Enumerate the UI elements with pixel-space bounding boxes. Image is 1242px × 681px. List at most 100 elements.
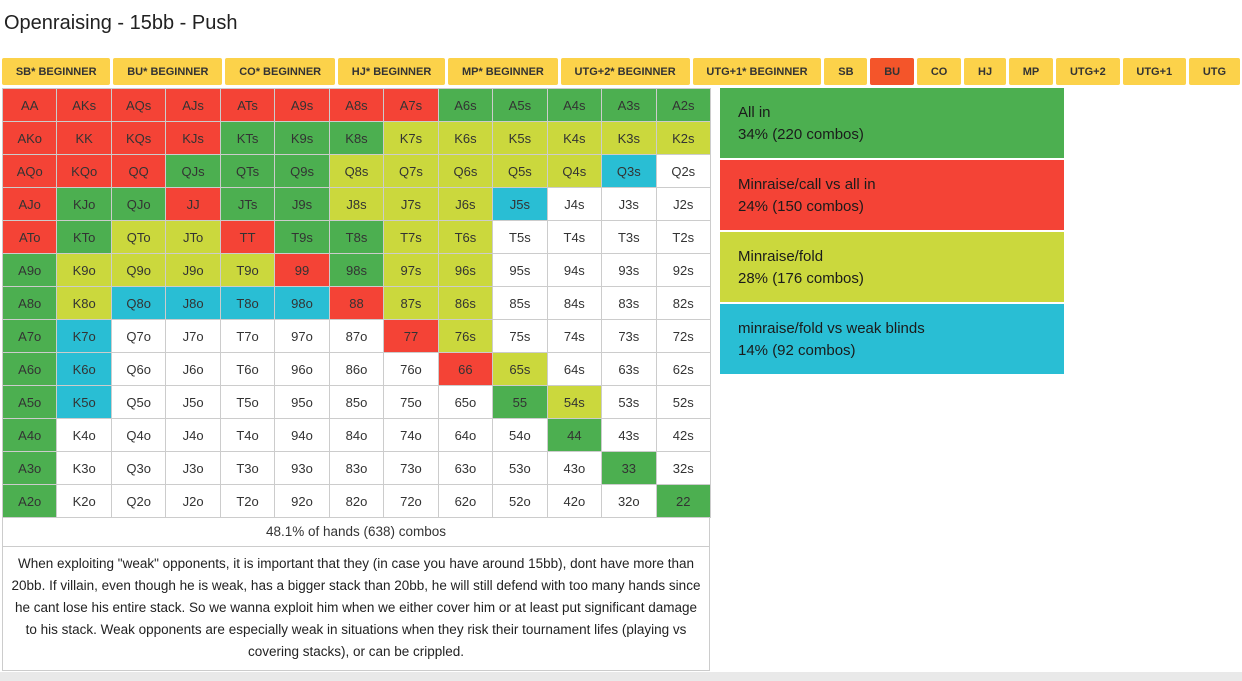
hand-cell-T3o: T3o — [220, 452, 276, 485]
hand-cell-86o: 86o — [329, 353, 385, 386]
hand-cell-QJs: QJs — [166, 155, 221, 188]
hand-cell-T4s: T4s — [547, 221, 603, 254]
hand-grid: AA AKs AQs AJs ATs A9s A8s A7s A6s A5s A4s A3s A2s AK… — [2, 88, 711, 518]
hand-cell-92o: 92o — [275, 485, 330, 518]
hand-cell-86s: 86s — [438, 287, 494, 320]
tab-bu[interactable]: BU — [870, 58, 914, 85]
hand-cell-QJo: QJo — [111, 188, 167, 221]
hand-cell-QTo: QTo — [111, 221, 167, 254]
tab-hj-beginner[interactable]: HJ* BEGINNER — [337, 58, 446, 85]
legend-detail: 24% (150 combos) — [738, 197, 864, 215]
hand-cell-J3o: J3o — [166, 452, 221, 485]
hand-cell-62o: 62o — [438, 485, 494, 518]
hand-cell-94o: 94o — [275, 419, 330, 452]
hand-cell-Q7s: Q7s — [384, 155, 439, 188]
hand-cell-Q9s: Q9s — [275, 155, 330, 188]
hand-cell-97s: 97s — [384, 254, 439, 287]
hand-cell-A4o: A4o — [3, 419, 58, 452]
hand-cell-85s: 85s — [493, 287, 548, 320]
hand-cell-96o: 96o — [275, 353, 330, 386]
hand-cell-K7s: K7s — [384, 122, 439, 155]
hand-cell-A4s: A4s — [547, 89, 603, 122]
hand-cell-A2o: A2o — [3, 485, 58, 518]
tab-bu-beginner[interactable]: BU* BEGINNER — [113, 58, 223, 85]
hand-cell-Q4o: Q4o — [111, 419, 167, 452]
hand-cell-J2s: J2s — [656, 188, 711, 221]
tab-mp[interactable]: MP — [1008, 58, 1054, 85]
tab-co[interactable]: CO — [916, 58, 962, 85]
hand-cell-87o: 87o — [329, 320, 385, 353]
main-content: AA AKs AQs AJs ATs A9s A8s A7s A6s A5s A4s A3s A2s AK… — [0, 88, 1242, 671]
legend-label: All in — [738, 103, 771, 121]
hand-cell-T4o: T4o — [220, 419, 276, 452]
tab-sb-beginner[interactable]: SB* BEGINNER — [2, 58, 111, 85]
hand-cell-K3s: K3s — [602, 122, 657, 155]
hand-cell-82o: 82o — [329, 485, 385, 518]
legend-label: minraise/fold vs weak blinds — [738, 319, 925, 337]
hand-cell-43s: 43s — [602, 419, 657, 452]
strategy-note: When exploiting "weak" opponents, it is … — [2, 546, 710, 671]
hand-cell-KK: KK — [57, 122, 112, 155]
tab-utg[interactable]: UTG — [1189, 58, 1240, 85]
hand-cell-J4s: J4s — [547, 188, 603, 221]
hand-cell-65s: 65s — [493, 353, 548, 386]
hand-cell-A6s: A6s — [438, 89, 494, 122]
hand-cell-J9s: J9s — [275, 188, 330, 221]
tab-utg+1[interactable]: UTG+1 — [1122, 58, 1186, 85]
hand-cell-53o: 53o — [493, 452, 548, 485]
hand-cell-Q8o: Q8o — [111, 287, 167, 320]
hand-cell-KTo: KTo — [57, 221, 112, 254]
hand-cell-J8s: J8s — [329, 188, 385, 221]
hand-cell-Q2o: Q2o — [111, 485, 167, 518]
tab-co-beginner[interactable]: CO* BEGINNER — [225, 58, 335, 85]
hand-cell-Q9o: Q9o — [111, 254, 167, 287]
hand-cell-KQs: KQs — [111, 122, 167, 155]
hand-cell-76s: 76s — [438, 320, 494, 353]
hand-cell-75s: 75s — [493, 320, 548, 353]
hand-cell-T5s: T5s — [493, 221, 548, 254]
hand-cell-A2s: A2s — [656, 89, 711, 122]
summary-text: 48.1% of hands (638) combos — [2, 518, 710, 547]
legend: All in 34% (220 combos) Minraise/call vs a… — [720, 88, 1064, 374]
hand-cell-JTo: JTo — [166, 221, 221, 254]
hand-cell-K5s: K5s — [493, 122, 548, 155]
hand-cell-T9s: T9s — [275, 221, 330, 254]
hand-cell-J7s: J7s — [384, 188, 439, 221]
hand-cell-ATs: ATs — [220, 89, 276, 122]
hand-cell-88: 88 — [329, 287, 385, 320]
hand-cell-A3o: A3o — [3, 452, 58, 485]
tab-utg+2[interactable]: UTG+2 — [1056, 58, 1120, 85]
legend-item: Minraise/call vs all in 24% (150 combos) — [720, 160, 1064, 230]
tab-mp-beginner[interactable]: MP* BEGINNER — [448, 58, 558, 85]
hand-cell-T3s: T3s — [602, 221, 657, 254]
hand-cell-K6s: K6s — [438, 122, 494, 155]
hand-cell-64o: 64o — [438, 419, 494, 452]
hand-cell-77: 77 — [384, 320, 439, 353]
hand-cell-T6s: T6s — [438, 221, 494, 254]
hand-cell-K8s: K8s — [329, 122, 385, 155]
hand-cell-A3s: A3s — [602, 89, 657, 122]
hand-cell-65o: 65o — [438, 386, 494, 419]
hand-cell-63o: 63o — [438, 452, 494, 485]
hand-cell-J9o: J9o — [166, 254, 221, 287]
hand-cell-K9s: K9s — [275, 122, 330, 155]
hand-cell-T7s: T7s — [384, 221, 439, 254]
tab-sb[interactable]: SB — [824, 58, 868, 85]
hand-cell-42s: 42s — [656, 419, 711, 452]
hand-cell-K5o: K5o — [57, 386, 112, 419]
tab-hj[interactable]: HJ — [964, 58, 1006, 85]
hand-cell-J8o: J8o — [166, 287, 221, 320]
hand-cell-QQ: QQ — [111, 155, 167, 188]
hand-cell-J2o: J2o — [166, 485, 221, 518]
hand-cell-KJo: KJo — [57, 188, 112, 221]
hand-cell-83s: 83s — [602, 287, 657, 320]
tab-utg+2-beginner[interactable]: UTG+2* BEGINNER — [560, 58, 690, 85]
hand-cell-A7s: A7s — [384, 89, 439, 122]
hand-cell-74o: 74o — [384, 419, 439, 452]
hand-cell-AJo: AJo — [3, 188, 58, 221]
hand-cell-JJ: JJ — [166, 188, 221, 221]
hand-cell-Q2s: Q2s — [656, 155, 711, 188]
hand-cell-J3s: J3s — [602, 188, 657, 221]
hand-cell-54s: 54s — [547, 386, 603, 419]
tab-utg+1-beginner[interactable]: UTG+1* BEGINNER — [692, 58, 822, 85]
